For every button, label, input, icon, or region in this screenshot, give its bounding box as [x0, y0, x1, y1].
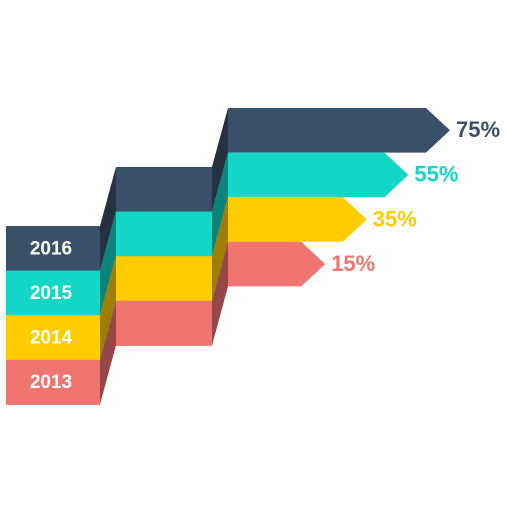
step-side-shade — [100, 300, 116, 405]
step-side — [100, 167, 116, 271]
year-label: 2015 — [30, 283, 73, 304]
step-side-shade — [100, 256, 116, 360]
step-side — [212, 108, 228, 212]
step-side-shade — [100, 167, 116, 271]
step-block — [6, 270, 100, 316]
step-side — [100, 300, 116, 405]
year-label: 2014 — [30, 328, 73, 349]
step-block — [116, 256, 212, 302]
arrow-bar — [228, 152, 409, 198]
step-side — [100, 211, 116, 316]
step-side-shade — [212, 152, 228, 257]
step-side — [212, 152, 228, 257]
step-side-shade — [100, 211, 116, 316]
step-side — [212, 197, 228, 301]
value-label: 75% — [456, 117, 500, 142]
step-block — [116, 300, 212, 346]
step-side — [100, 256, 116, 360]
value-label: 15% — [331, 251, 375, 276]
step-block — [116, 211, 212, 257]
step-block — [116, 167, 212, 213]
arrow-bar — [228, 197, 367, 242]
value-label: 35% — [373, 206, 417, 231]
arrow-bar — [228, 241, 326, 287]
step-side — [212, 241, 228, 346]
step-side-shade — [212, 241, 228, 346]
step-block — [6, 315, 100, 361]
step-block — [6, 359, 100, 405]
arrow-bar — [228, 108, 450, 153]
step-block — [6, 226, 100, 272]
year-label: 2016 — [30, 238, 72, 259]
step-side-shade — [212, 108, 228, 212]
year-label: 2013 — [30, 372, 72, 393]
value-label: 55% — [414, 162, 458, 187]
step-side-shade — [212, 197, 228, 301]
